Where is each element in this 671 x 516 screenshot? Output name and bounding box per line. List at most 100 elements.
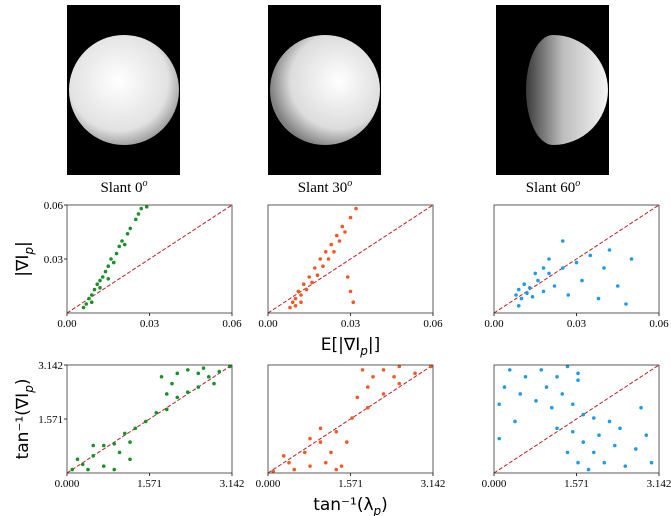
point <box>525 291 529 296</box>
point <box>91 454 96 458</box>
point <box>555 374 559 379</box>
point <box>299 293 303 297</box>
point <box>547 257 551 261</box>
point <box>497 436 502 441</box>
point <box>164 407 169 412</box>
point <box>570 429 575 434</box>
point <box>144 205 149 209</box>
y-tick-label: 1.571 <box>38 414 63 426</box>
point <box>196 371 201 376</box>
point <box>170 381 174 386</box>
point <box>340 224 345 229</box>
point <box>596 296 601 301</box>
point <box>513 419 517 424</box>
point <box>612 443 617 448</box>
point <box>649 460 654 465</box>
caption-text: Slant 0 <box>100 180 142 196</box>
point <box>576 371 580 376</box>
point <box>101 443 106 448</box>
point <box>576 378 580 382</box>
label-tail: ) <box>13 379 33 386</box>
point <box>555 426 559 431</box>
point <box>293 304 298 308</box>
label-sub: p <box>373 504 382 516</box>
point <box>351 300 356 305</box>
point <box>574 260 579 265</box>
point <box>581 412 586 417</box>
point <box>98 278 102 283</box>
point <box>185 368 190 372</box>
point <box>360 368 365 372</box>
point <box>301 282 306 287</box>
point <box>217 369 222 374</box>
point <box>344 440 349 444</box>
point <box>287 460 291 465</box>
point <box>307 275 312 279</box>
point <box>271 469 276 474</box>
point <box>128 226 133 231</box>
point <box>607 248 612 252</box>
diagonal <box>267 204 434 314</box>
point <box>89 293 94 297</box>
point <box>175 395 180 400</box>
label-main: tan⁻¹(λ <box>313 495 373 515</box>
caption-sup: o <box>143 178 148 189</box>
point <box>581 440 586 444</box>
caption: Slant 60o <box>526 178 581 196</box>
x-tick-label: 0.03 <box>567 318 587 330</box>
point <box>318 257 323 261</box>
point <box>136 212 141 216</box>
point <box>125 232 130 236</box>
point <box>114 251 119 256</box>
x-tick-label: 0.00 <box>57 318 77 330</box>
label-sub: p <box>359 344 368 358</box>
point <box>536 278 540 283</box>
point <box>296 289 301 294</box>
diagonal <box>66 364 233 474</box>
x-tick-label: 0.000 <box>256 478 281 490</box>
point <box>122 431 127 436</box>
point <box>133 426 138 431</box>
diagonal <box>493 204 660 314</box>
y-tick-label: 0.03 <box>44 254 64 266</box>
point <box>111 260 116 265</box>
point <box>365 385 370 389</box>
point <box>530 295 535 299</box>
point <box>154 411 159 415</box>
caption: Slant 30o <box>298 178 353 196</box>
point <box>560 239 565 243</box>
point <box>502 385 507 389</box>
x-tick-label: 1.571 <box>137 478 162 490</box>
x-tick-label: 0.000 <box>55 478 80 490</box>
point <box>117 244 122 249</box>
point <box>518 392 523 396</box>
point <box>355 395 360 400</box>
point <box>98 286 102 290</box>
point <box>588 253 593 258</box>
point <box>615 284 620 288</box>
diagonal <box>66 204 233 314</box>
point <box>348 289 353 294</box>
point <box>89 300 94 305</box>
caption-text: Slant 60 <box>526 180 576 196</box>
point <box>337 239 342 243</box>
axis-label: |∇Ip| <box>13 241 36 276</box>
point <box>304 287 309 292</box>
y-tick-label: 3.142 <box>38 360 63 372</box>
point <box>514 293 518 297</box>
point <box>350 416 354 420</box>
label-tail: |] <box>368 335 380 355</box>
point <box>633 447 638 451</box>
point <box>565 450 570 455</box>
point <box>293 296 298 301</box>
point <box>91 443 96 448</box>
diagonal <box>493 364 660 474</box>
point <box>299 300 303 305</box>
point <box>318 440 323 444</box>
point <box>321 264 325 269</box>
point <box>586 467 591 472</box>
point <box>159 374 164 379</box>
point <box>566 293 571 297</box>
point <box>381 368 386 372</box>
